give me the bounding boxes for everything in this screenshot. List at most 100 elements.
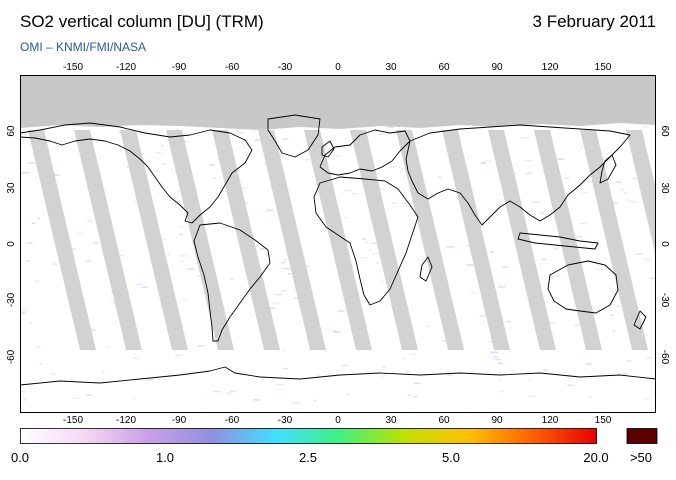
- so2-speckle: [620, 188, 625, 191]
- orbit-gap-swath: [258, 130, 326, 350]
- orbit-gap-swath: [580, 130, 648, 350]
- so2-speckle: [588, 396, 592, 398]
- so2-speckle: [341, 364, 348, 367]
- so2-speckle: [351, 193, 358, 195]
- so2-speckle: [89, 329, 96, 332]
- tick-label: 30: [659, 182, 670, 194]
- so2-speckle: [495, 358, 502, 361]
- so2-speckle: [490, 351, 498, 353]
- so2-speckle: [616, 181, 622, 183]
- so2-speckle: [254, 139, 260, 141]
- so2-speckle: [574, 324, 579, 327]
- tick-label: -150: [62, 415, 84, 426]
- so2-speckle: [626, 360, 632, 362]
- so2-speckle: [133, 357, 138, 359]
- map-date: 3 February 2011: [532, 12, 656, 31]
- so2-speckle: [332, 331, 341, 333]
- so2-speckle: [582, 191, 588, 194]
- world-map: [20, 75, 656, 413]
- orbit-gap-swath: [534, 130, 602, 350]
- so2-speckle: [376, 262, 380, 264]
- so2-speckle: [467, 264, 474, 266]
- so2-speckle: [447, 374, 452, 376]
- color-scale-label: 1.0: [155, 450, 175, 465]
- so2-speckle: [24, 308, 27, 310]
- so2-speckle: [617, 305, 620, 307]
- so2-speckle: [243, 139, 248, 141]
- so2-speckle: [526, 172, 532, 175]
- so2-speckle: [145, 379, 154, 381]
- so2-speckle: [35, 280, 40, 282]
- so2-speckle: [576, 236, 583, 238]
- so2-speckle: [281, 290, 285, 292]
- so2-speckle: [387, 126, 394, 128]
- so2-speckle: [111, 147, 115, 150]
- so2-speckle: [632, 177, 637, 180]
- so2-speckle: [72, 397, 80, 399]
- so2-speckle: [21, 312, 25, 314]
- tick-label: -150: [62, 62, 84, 73]
- orbit-gap-swath: [120, 130, 188, 350]
- so2-speckle: [649, 277, 656, 280]
- so2-speckle: [39, 362, 42, 365]
- so2-speckle: [524, 160, 532, 162]
- south-america: [193, 222, 271, 342]
- so2-speckle: [27, 242, 33, 244]
- tick-label: 60: [6, 125, 17, 137]
- so2-speckle: [446, 246, 455, 248]
- so2-speckle: [479, 315, 487, 317]
- british-isles: [321, 140, 335, 158]
- tick-label: 90: [491, 62, 503, 73]
- orbit-gap-swath: [350, 130, 418, 350]
- so2-speckle: [136, 283, 144, 286]
- orbit-gap-swath: [396, 130, 464, 350]
- asia: [405, 124, 631, 226]
- so2-speckle: [283, 267, 290, 270]
- so2-speckle: [520, 137, 529, 139]
- so2-speckle: [155, 152, 162, 154]
- japan: [599, 154, 617, 184]
- so2-speckle: [438, 176, 442, 178]
- so2-speckle: [106, 346, 110, 348]
- tick-label: 0: [659, 241, 670, 247]
- tick-label: 30: [385, 62, 397, 73]
- so2-speckle: [483, 160, 491, 163]
- tick-label: -90: [171, 62, 187, 73]
- so2-speckle: [176, 128, 179, 131]
- tick-label: -120: [115, 415, 137, 426]
- data-credit: OMI – KNMI/FMI/NASA: [20, 40, 147, 54]
- so2-speckle: [86, 220, 93, 222]
- madagascar: [419, 256, 433, 282]
- so2-speckle: [179, 225, 183, 228]
- so2-speckle: [276, 383, 284, 386]
- new-zealand: [633, 310, 647, 330]
- so2-speckle: [528, 395, 536, 397]
- so2-speckle: [25, 260, 29, 262]
- so2-speckle: [162, 238, 167, 240]
- so2-speckle: [579, 223, 587, 225]
- so2-speckle: [282, 138, 289, 140]
- so2-speckle: [502, 266, 508, 268]
- so2-speckle: [362, 238, 367, 240]
- tick-label: 60: [438, 62, 450, 73]
- tick-label: -30: [277, 62, 293, 73]
- so2-speckle: [622, 373, 628, 375]
- color-scale-label: 20.0: [583, 450, 609, 465]
- so2-speckle: [630, 201, 636, 203]
- so2-speckle: [382, 366, 386, 368]
- so2-speckle: [265, 209, 274, 211]
- so2-speckle: [275, 293, 283, 296]
- tick-label: 0: [335, 415, 341, 426]
- so2-speckle: [197, 275, 202, 277]
- so2-speckle: [492, 356, 498, 358]
- so2-speckle: [488, 341, 495, 343]
- so2-speckle: [280, 261, 286, 264]
- tick-label: -60: [224, 415, 240, 426]
- so2-speckle: [166, 253, 170, 255]
- so2-speckle: [282, 349, 285, 352]
- so2-speckle: [208, 164, 215, 166]
- so2-speckle: [380, 280, 384, 283]
- so2-speckle: [370, 242, 376, 244]
- so2-speckle: [239, 373, 243, 376]
- so2-speckle: [77, 231, 83, 233]
